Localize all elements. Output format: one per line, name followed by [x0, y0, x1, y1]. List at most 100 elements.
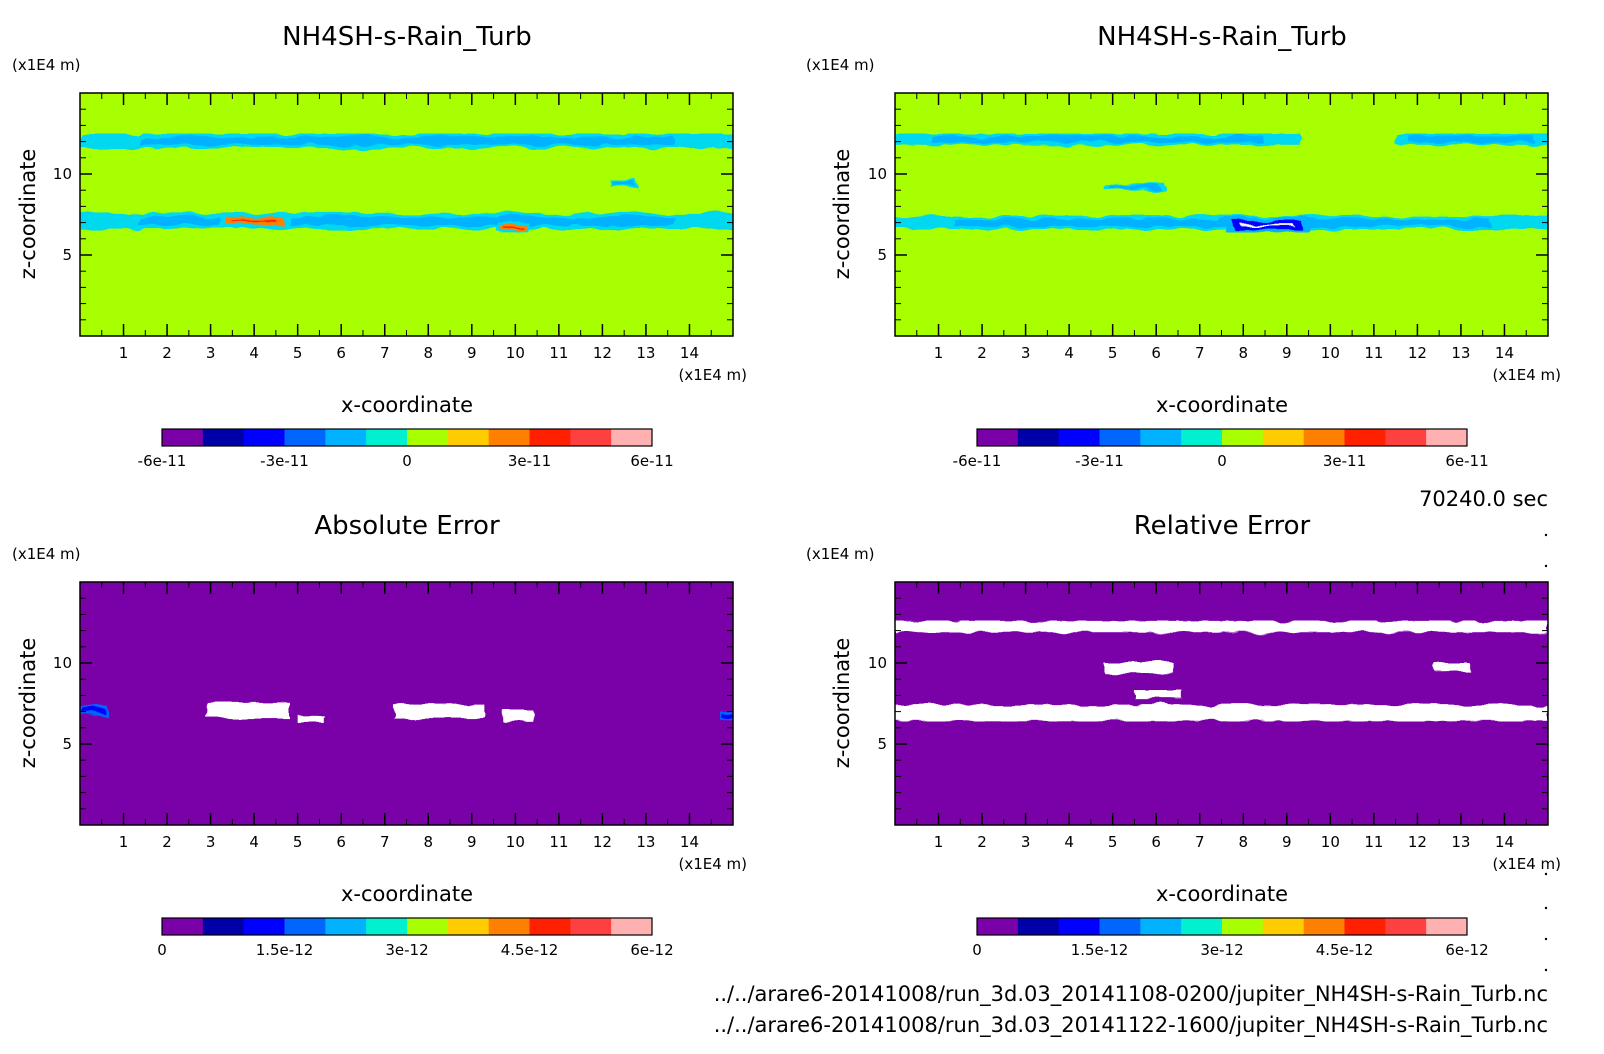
contour-features	[895, 620, 1548, 722]
contour-region	[138, 136, 675, 145]
x-tick-label: 10	[1321, 344, 1340, 362]
colorbar-swatch	[611, 429, 653, 446]
colorbar: -6e-11 -3e-11 0 3e-11 6e-11	[953, 428, 1489, 470]
y-ticks: 5 10	[868, 108, 1548, 321]
colorbar-tick-label: 6e-11	[630, 452, 673, 470]
plot-area	[895, 582, 1548, 825]
colorbar-swatch	[1344, 429, 1386, 446]
x-tick-label: 10	[506, 344, 525, 362]
x-tick-label: 2	[977, 344, 987, 362]
colorbar-tick-label: -3e-11	[260, 452, 309, 470]
y-axis-label: z-coordinate	[16, 149, 40, 280]
colorbar-tick-label: 0	[402, 452, 412, 470]
contour-features	[80, 133, 733, 233]
colorbar-swatch	[366, 918, 408, 935]
x-axis-label: x-coordinate	[341, 393, 473, 417]
x-tick-label: 2	[162, 833, 172, 851]
x-tick-label: 9	[1282, 344, 1292, 362]
colorbar-tick-label: 0	[157, 941, 167, 959]
y-tick-label: 5	[62, 735, 72, 753]
x-tick-label: 6	[1151, 344, 1161, 362]
x-tick-label: 7	[380, 833, 390, 851]
colorbar-tick-label: 1.5e-12	[1071, 941, 1129, 959]
colorbar-swatch	[447, 918, 490, 935]
file-path-1: ../../arare6-20141008/run_3d.03_20141108…	[714, 982, 1548, 1007]
panel-title: NH4SH-s-Rain_Turb	[1097, 22, 1347, 52]
colorbar-swatch	[1099, 918, 1141, 935]
colorbar-tick-label: 6e-12	[1445, 941, 1488, 959]
contour-region	[82, 707, 104, 713]
x-tick-label: 4	[249, 344, 259, 362]
colorbar-swatch	[488, 918, 530, 935]
x-tick-label: 13	[636, 344, 655, 362]
colorbar-swatch	[407, 918, 449, 935]
time-label: 70240.0 sec	[1419, 487, 1548, 511]
x-tick-label: 10	[1321, 833, 1340, 851]
colorbar-swatch	[284, 429, 326, 446]
colorbar-swatch	[1017, 429, 1060, 446]
colorbar-swatch	[1303, 918, 1345, 935]
colorbar-swatch	[977, 429, 1019, 446]
contour-region	[953, 708, 1490, 718]
colorbar-tick-label: -6e-11	[138, 452, 187, 470]
colorbar-tick-label: 3e-12	[385, 941, 428, 959]
panel-top-right: NH4SH-s-Rain_Turb (x1E4 m) 1 2 3 4 5 6 7 8 9 10 11…	[806, 22, 1561, 470]
file-path-2: ../../arare6-20141008/run_3d.03_20141122…	[714, 1013, 1548, 1038]
panel-title: NH4SH-s-Rain_Turb	[282, 22, 532, 52]
colorbar-swatch	[284, 918, 326, 935]
colorbar-swatch	[977, 918, 1019, 935]
colorbar-tick-label: -3e-11	[1075, 452, 1124, 470]
colorbar-frame	[976, 428, 1468, 447]
contour-region	[613, 181, 635, 186]
colorbar-swatch	[1262, 429, 1305, 446]
contour-region	[1437, 664, 1467, 670]
y-unit-label: (x1E4 m)	[806, 56, 875, 74]
contour-features	[895, 133, 1548, 233]
panel-top-left: NH4SH-s-Rain_Turb (x1E4 m) 1 2 3 4 5 6 7 8 9 10 11…	[12, 22, 747, 470]
colorbar-swatch	[1058, 429, 1100, 446]
contour-region	[953, 623, 1490, 630]
colorbar-swatch	[1058, 918, 1100, 935]
colorbar-tick-label: 4.5e-12	[1316, 941, 1374, 959]
colorbar-swatch	[1017, 918, 1060, 935]
x-tick-label: 4	[1064, 833, 1074, 851]
x-tick-label: 13	[636, 833, 655, 851]
x-tick-label: 8	[423, 833, 433, 851]
panel-bottom-right: Relative Error (x1E4 m) 1 2 3 4 5 6 7 8 9 10 11 12 1…	[806, 511, 1561, 959]
panel-title: Relative Error	[1134, 511, 1311, 541]
panel-bottom-left: Absolute Error (x1E4 m) 1 2 3 4 5 6 7 8 9 10 11 12 1…	[12, 511, 747, 959]
contour-region	[503, 226, 523, 229]
colorbar-swatch	[1385, 429, 1427, 446]
x-unit-label: (x1E4 m)	[1492, 366, 1561, 384]
x-tick-label: 4	[1064, 344, 1074, 362]
y-tick-label: 10	[868, 654, 887, 672]
x-tick-label: 13	[1451, 344, 1470, 362]
x-tick-label: 11	[1364, 833, 1383, 851]
x-tick-label: 6	[336, 833, 346, 851]
x-tick-label: 6	[1151, 833, 1161, 851]
x-tick-label: 13	[1451, 833, 1470, 851]
colorbar-tick-label: 6e-12	[630, 941, 673, 959]
y-unit-label: (x1E4 m)	[806, 545, 875, 563]
x-tick-label: 14	[680, 833, 699, 851]
colorbar-frame	[161, 428, 653, 447]
x-unit-label: (x1E4 m)	[678, 855, 747, 873]
contour-region	[1240, 224, 1294, 226]
y-tick-label: 10	[53, 654, 72, 672]
x-tick-label: 8	[1238, 833, 1248, 851]
colorbar-tick-label: 3e-12	[1200, 941, 1243, 959]
colorbar-swatch	[570, 429, 612, 446]
colorbar-tick-label: 0	[972, 941, 982, 959]
x-unit-label: (x1E4 m)	[1492, 855, 1561, 873]
x-tick-label: 9	[467, 833, 477, 851]
x-tick-label: 1	[934, 833, 944, 851]
x-tick-label: 4	[249, 833, 259, 851]
colorbar-tick-label: 1.5e-12	[256, 941, 314, 959]
x-tick-label: 3	[1021, 833, 1031, 851]
x-tick-label: 11	[1364, 344, 1383, 362]
x-axis-label: x-coordinate	[341, 882, 473, 906]
x-ticks: 1 2 3 4 5 6 7 8 9 10 11 12 13 14	[916, 582, 1527, 851]
x-tick-label: 14	[1495, 344, 1514, 362]
y-tick-label: 10	[53, 165, 72, 183]
y-axis-label: z-coordinate	[830, 638, 854, 769]
